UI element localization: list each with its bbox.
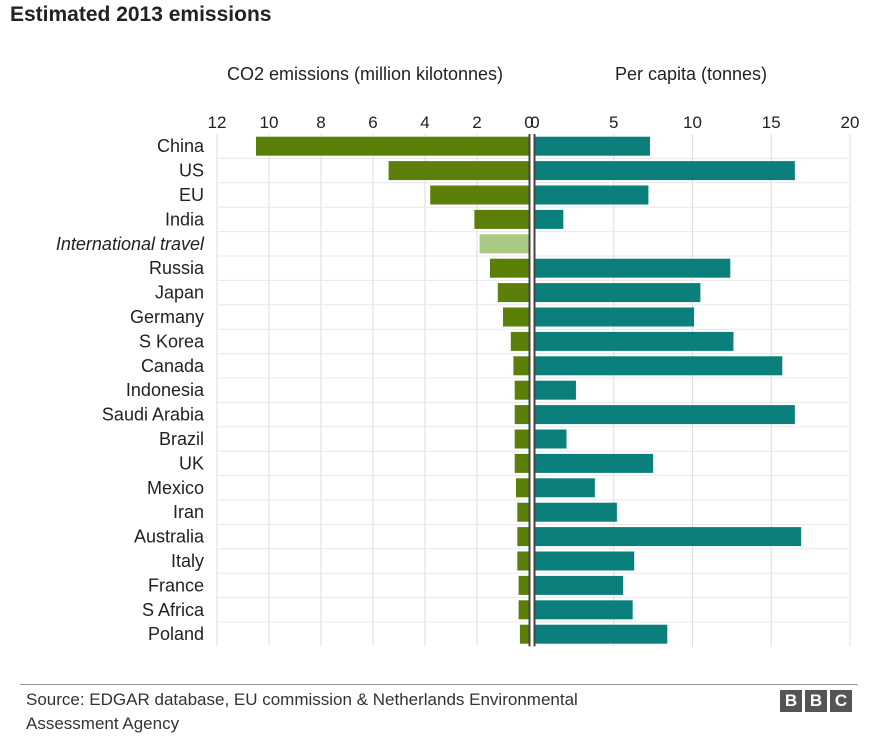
category-label: Indonesia — [126, 380, 205, 400]
category-label: Russia — [149, 258, 205, 278]
left-tick-label: 0 — [524, 113, 533, 132]
total-emissions-bar — [474, 209, 529, 229]
per-capita-bar — [535, 380, 576, 400]
category-label: Canada — [141, 356, 205, 376]
category-label: Germany — [130, 307, 204, 327]
per-capita-bar — [535, 453, 654, 473]
bbc-logo: B B C — [780, 690, 852, 712]
right-tick-label: 15 — [762, 113, 781, 132]
category-label: EU — [179, 185, 204, 205]
total-emissions-bar — [256, 136, 529, 156]
per-capita-bar — [535, 502, 617, 522]
per-capita-bar — [535, 429, 567, 449]
category-label: S Africa — [142, 600, 205, 620]
per-capita-bar — [535, 209, 564, 229]
total-emissions-bar — [517, 527, 529, 547]
bars — [256, 136, 802, 644]
category-labels: China US EU India International travel Russia… — [56, 136, 205, 644]
left-tick-label: 12 — [208, 113, 227, 132]
total-emissions-bar — [517, 502, 529, 522]
source-note: Source: EDGAR database, EU commission & … — [26, 688, 726, 736]
category-label: S Korea — [139, 331, 205, 351]
total-emissions-bar — [514, 453, 529, 473]
total-emissions-bar — [388, 161, 529, 181]
per-capita-bar — [535, 161, 795, 181]
total-emissions-bar — [516, 478, 529, 498]
per-capita-bar — [535, 600, 633, 620]
total-emissions-bar — [514, 380, 529, 400]
category-label: Mexico — [147, 478, 204, 498]
per-capita-bar — [535, 331, 734, 351]
category-label: Iran — [173, 502, 204, 522]
right-panel-title: Per capita (tonnes) — [614, 64, 768, 84]
total-emissions-bar — [514, 429, 529, 449]
source-line-1: Source: EDGAR database, EU commission & … — [26, 690, 578, 709]
total-emissions-bar — [518, 600, 529, 620]
grid-lines — [216, 134, 851, 647]
per-capita-bar — [535, 185, 649, 205]
total-emissions-bar — [513, 356, 529, 376]
category-label: Saudi Arabia — [102, 405, 205, 425]
per-capita-bar — [535, 551, 635, 571]
per-capita-bar — [535, 136, 650, 156]
right-tick-label: 10 — [683, 113, 702, 132]
axis-ticks: 12 10 8 6 4 2 00 5 10 15 20 — [208, 113, 860, 132]
total-emissions-bar — [517, 551, 529, 571]
category-label: Australia — [134, 527, 205, 547]
logo-letter-2: B — [805, 690, 827, 712]
total-emissions-bar — [518, 575, 529, 595]
emissions-chart: 12 10 8 6 4 2 00 5 10 15 20 ChinaUSEUIndiaInternat… — [56, 113, 860, 647]
category-label: China — [157, 136, 205, 156]
left-tick-label: 6 — [368, 113, 377, 132]
chart-title: Estimated 2013 emissions — [10, 3, 272, 26]
per-capita-bar — [535, 478, 595, 498]
category-label: Poland — [148, 624, 204, 644]
right-tick-label: 20 — [841, 113, 860, 132]
zero-lines — [528, 134, 536, 647]
source-line-2: Assessment Agency — [26, 714, 180, 733]
left-tick-label: 4 — [420, 113, 429, 132]
total-emissions-bar — [519, 624, 529, 644]
category-label: UK — [179, 453, 204, 473]
category-label: Brazil — [159, 429, 204, 449]
total-emissions-bar — [490, 258, 529, 278]
category-label: India — [165, 209, 205, 229]
right-tick-label: 5 — [609, 113, 618, 132]
category-label: Italy — [171, 551, 204, 571]
total-emissions-bar — [430, 185, 529, 205]
category-label: Japan — [155, 283, 204, 303]
total-emissions-bar — [510, 331, 529, 351]
per-capita-bar — [535, 356, 783, 376]
per-capita-bar — [535, 624, 668, 644]
logo-letter-1: B — [780, 690, 802, 712]
left-tick-label: 10 — [260, 113, 279, 132]
per-capita-bar — [535, 527, 802, 547]
category-label: International travel — [56, 234, 205, 254]
per-capita-bar — [535, 307, 695, 327]
total-emissions-bar — [514, 405, 529, 425]
footer-divider — [20, 684, 858, 685]
per-capita-bar — [535, 575, 624, 595]
category-label: US — [179, 161, 204, 181]
logo-letter-3: C — [830, 690, 852, 712]
total-emissions-bar — [503, 307, 529, 327]
row-dividers — [217, 157, 850, 623]
right-tick-label: 0 — [530, 113, 539, 132]
per-capita-bar — [535, 283, 701, 303]
left-tick-label: 8 — [316, 113, 325, 132]
left-panel-title: CO2 emissions (million kilotonnes) — [226, 64, 504, 84]
total-emissions-bar — [479, 234, 529, 254]
total-emissions-bar — [497, 283, 529, 303]
per-capita-bar — [535, 405, 795, 425]
category-label: France — [148, 575, 204, 595]
per-capita-bar — [535, 258, 731, 278]
left-tick-label: 2 — [472, 113, 481, 132]
